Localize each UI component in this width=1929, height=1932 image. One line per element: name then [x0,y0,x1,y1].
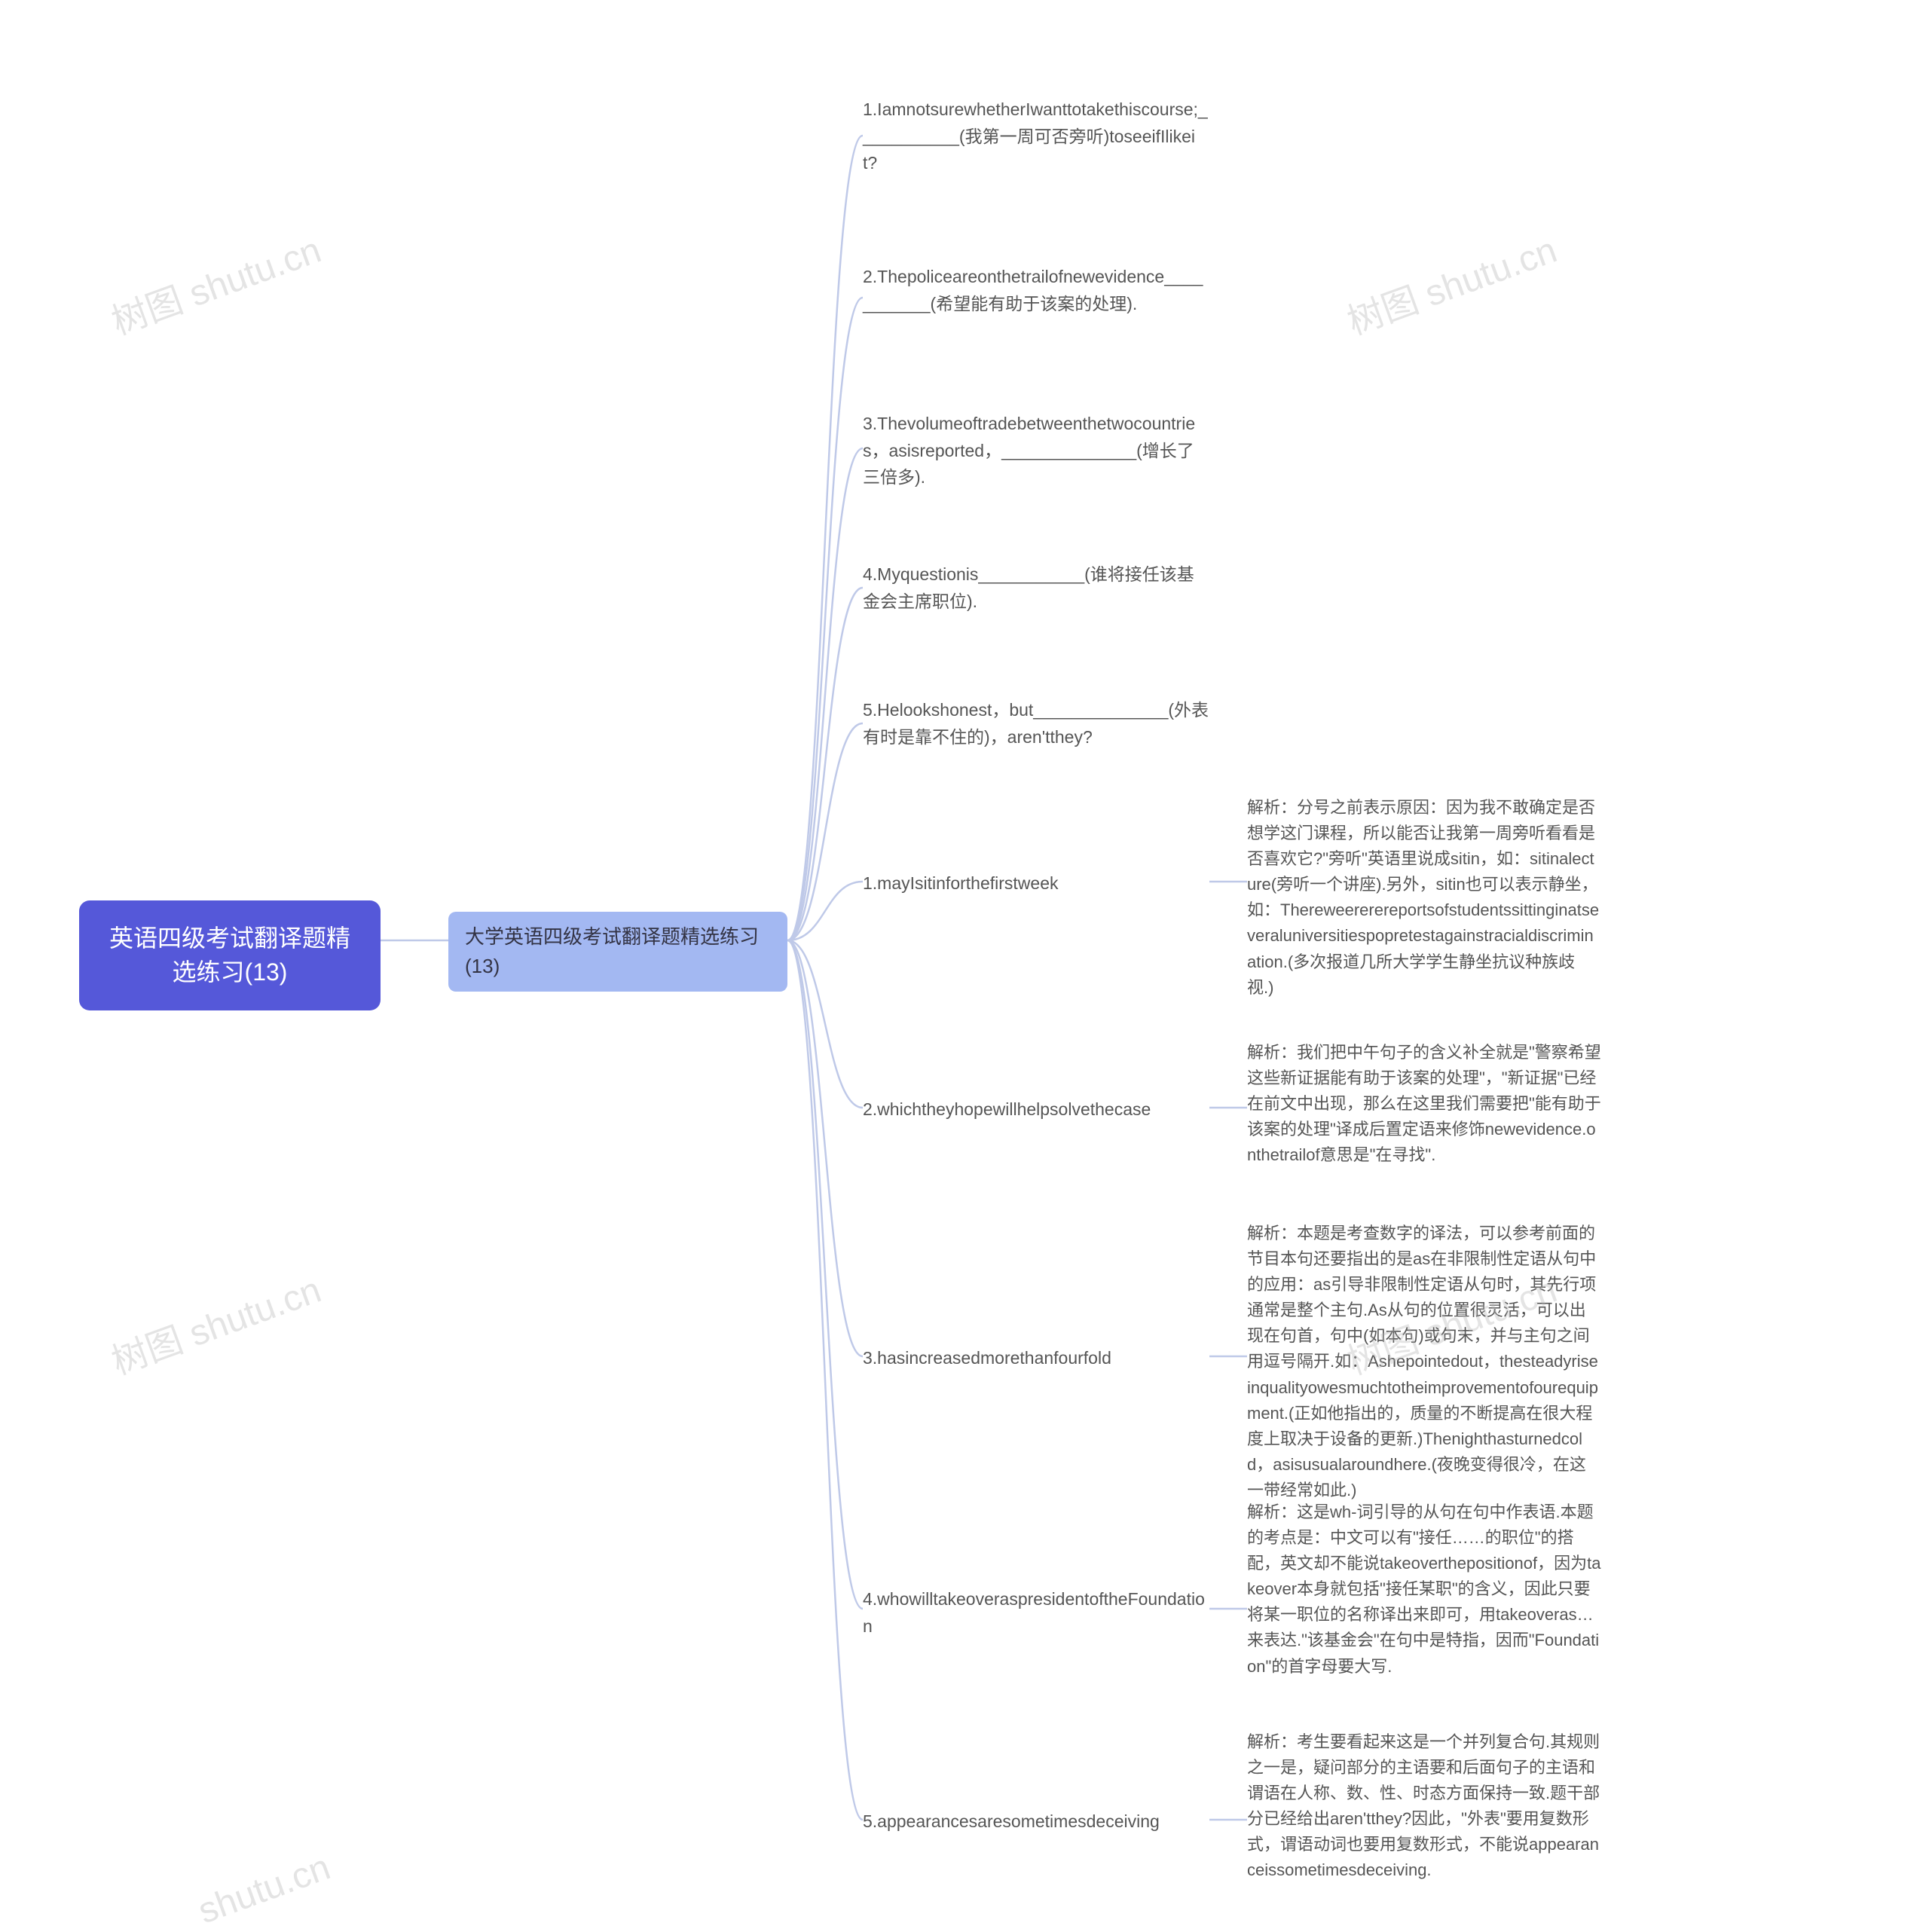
root-node[interactable]: 英语四级考试翻译题精选练习(13) [79,900,381,1010]
answer-3-label[interactable]: 3.hasincreasedmorethanfourfold [863,1345,1209,1372]
mindmap-container: 英语四级考试翻译题精选练习(13) 大学英语四级考试翻译题精选练习(13) 1.… [0,0,1929,1909]
answer-4-explain: 解析：这是wh-词引导的从句在句中作表语.本题的考点是：中文可以有"接任……的职… [1247,1499,1601,1680]
question-2[interactable]: 2.Thepoliceareonthetrailofnewevidence___… [863,264,1209,317]
question-5[interactable]: 5.Helookshonest，but______________(外表有时是靠… [863,697,1209,750]
answer-5-explain: 解析：考生要看起来这是一个并列复合句.其规则之一是，疑问部分的主语要和后面句子的… [1247,1729,1601,1884]
answer-3-explain: 解析：本题是考查数字的译法，可以参考前面的节目本句还要指出的是as在非限制性定语… [1247,1221,1601,1503]
question-3[interactable]: 3.Thevolumeoftradebetweenthetwocountries… [863,411,1209,491]
answer-2-label[interactable]: 2.whichtheyhopewillhelpsolvethecase [863,1096,1209,1123]
question-4[interactable]: 4.Myquestionis___________(谁将接任该基金会主席职位). [863,561,1209,615]
answer-1-label[interactable]: 1.mayIsitinforthefirstweek [863,870,1209,897]
question-1[interactable]: 1.IamnotsurewhetherIwanttotakethiscourse… [863,96,1209,177]
answer-1-explain: 解析：分号之前表示原因：因为我不敢确定是否想学这门课程，所以能否让我第一周旁听看… [1247,795,1601,1001]
answer-5-label[interactable]: 5.appearancesaresometimesdeceiving [863,1808,1209,1836]
answer-2-explain: 解析：我们把中午句子的含义补全就是"警察希望这些新证据能有助于该案的处理"，"新… [1247,1040,1601,1168]
answer-4-label[interactable]: 4.whowilltakeoveraspresidentoftheFoundat… [863,1586,1209,1640]
level1-node[interactable]: 大学英语四级考试翻译题精选练习(13) [448,912,787,992]
